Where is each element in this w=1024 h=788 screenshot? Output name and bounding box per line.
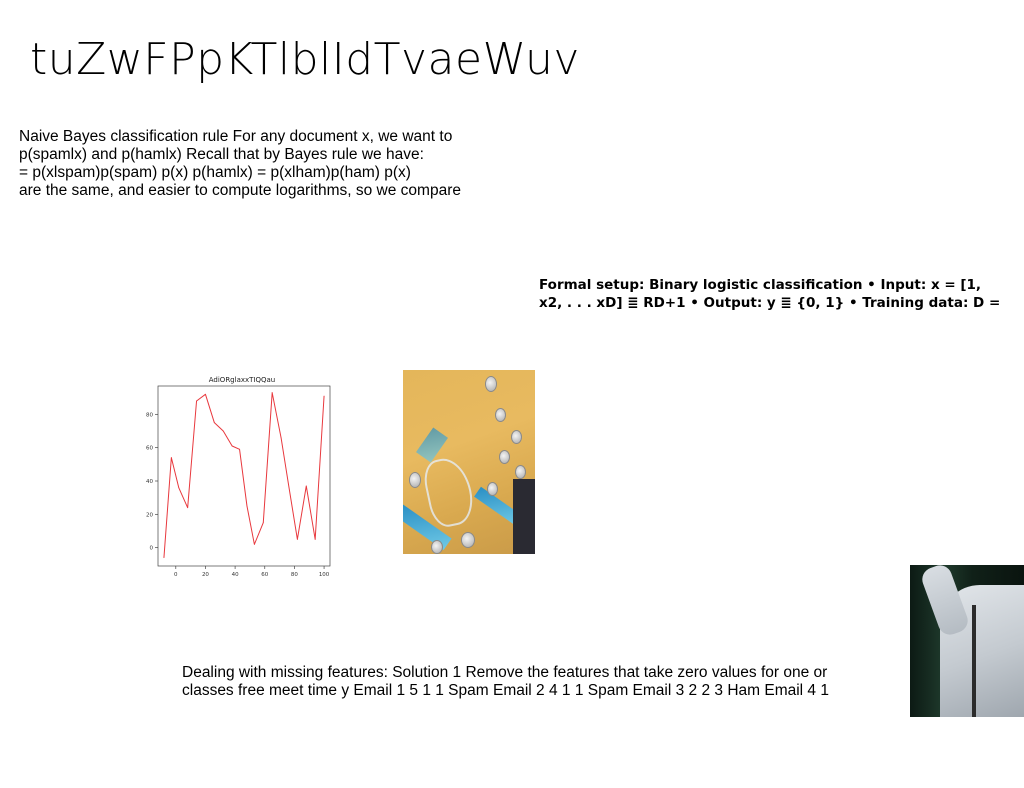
- series-line-0: [163, 392, 325, 558]
- text-line: x2, . . . xD] ≣ RD+1 • Output: y ≣ {0, 1…: [539, 295, 1001, 311]
- chart-title: AdiORglaxxTIQQau: [209, 376, 275, 384]
- y-tick-label: 80: [146, 412, 153, 418]
- text-line: Formal setup: Binary logistic classifica…: [539, 277, 982, 293]
- data-point: [205, 393, 206, 395]
- person-photo: [910, 565, 1024, 717]
- photo-decoration: [461, 532, 475, 548]
- text-line: = p(xlspam)p(spam) p(x) p(hamlx) = p(xlh…: [19, 164, 411, 181]
- data-point: [296, 538, 298, 540]
- data-point: [213, 422, 215, 424]
- line-chart-svg: AdiORglaxxTIQQau 0 20 40 60 80 100 0 20 40 60 80: [146, 376, 331, 578]
- data-point: [163, 557, 165, 559]
- line-chart: AdiORglaxxTIQQau 0 20 40 60 80 100 0 20 40 60 80: [138, 368, 338, 578]
- photo-decoration: [511, 430, 522, 444]
- photo-decoration: [409, 472, 421, 488]
- data-point: [280, 437, 282, 439]
- photo-decoration: [487, 482, 498, 496]
- text-line: are the same, and easier to compute loga…: [19, 182, 461, 199]
- data-point: [262, 522, 264, 524]
- data-point: [196, 400, 197, 402]
- slide-title: tuZwFPpKTlblIdTvaeWuv: [30, 34, 580, 85]
- photo-decoration: [485, 376, 497, 392]
- y-tick-label: 0: [150, 546, 154, 552]
- x-tick-label: 60: [261, 572, 268, 578]
- data-point: [187, 507, 189, 509]
- photo-decoration: [495, 408, 506, 422]
- data-point: [231, 445, 233, 447]
- data-point: [305, 485, 307, 487]
- data-point: [253, 543, 255, 545]
- photo-decoration: [499, 450, 510, 464]
- photo-decoration: [431, 540, 443, 554]
- data-point: [178, 487, 180, 489]
- x-tick-label: 80: [291, 572, 298, 578]
- easter-eggs-photo: [403, 370, 535, 554]
- photo-decoration: [513, 479, 535, 554]
- text-line: Naive Bayes classification rule For any …: [19, 128, 453, 145]
- photo-decoration: [420, 454, 478, 530]
- y-tick-label: 20: [146, 512, 153, 518]
- x-tick-label: 0: [174, 572, 178, 578]
- text-line: p(spamlx) and p(hamlx) Recall that by Ba…: [19, 146, 424, 163]
- x-tick-label: 100: [319, 572, 330, 578]
- photo-decoration: [972, 605, 976, 717]
- x-tick-label: 20: [202, 572, 209, 578]
- data-point: [323, 395, 325, 397]
- data-point: [288, 483, 289, 485]
- y-tick-label: 40: [146, 479, 153, 485]
- missing-features-text: Dealing with missing features: Solution …: [182, 664, 829, 700]
- data-point: [170, 457, 172, 459]
- formal-setup-text: Formal setup: Binary logistic classifica…: [539, 276, 1000, 312]
- data-point: [222, 430, 224, 432]
- data-point: [239, 448, 240, 450]
- chart-plot-frame: [157, 385, 331, 567]
- naive-bayes-text: Naive Bayes classification rule For any …: [19, 128, 461, 200]
- photo-decoration: [515, 465, 526, 479]
- y-tick-label: 60: [146, 446, 153, 452]
- photo-decoration: [416, 427, 448, 463]
- data-point: [246, 505, 248, 507]
- text-line: Dealing with missing features: Solution …: [182, 664, 828, 681]
- x-tick-label: 40: [232, 572, 239, 578]
- data-point: [271, 392, 273, 394]
- text-line: classes free meet time y Email 1 5 1 1 S…: [182, 682, 829, 699]
- data-point: [314, 538, 316, 540]
